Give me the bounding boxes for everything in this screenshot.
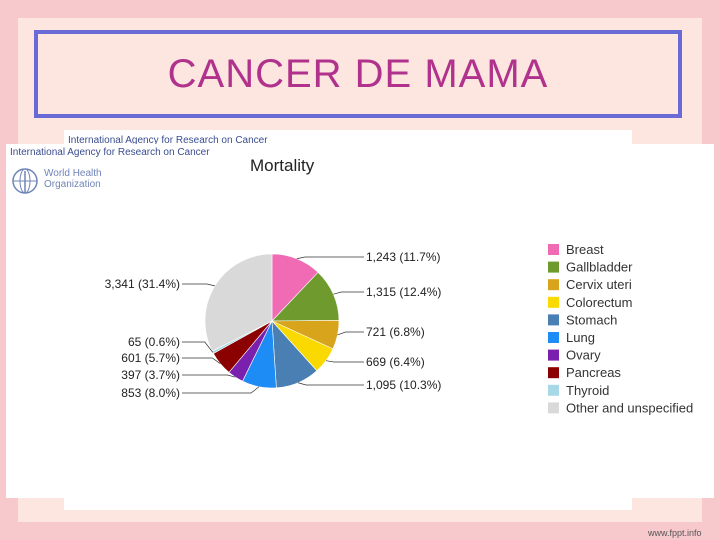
- iarc-header: International Agency for Research on Can…: [10, 147, 210, 158]
- title-box: CANCER DE MAMA: [34, 30, 682, 118]
- legend-label: Colorectum: [566, 295, 632, 310]
- data-label: 1,315 (12.4%): [366, 285, 441, 299]
- legend-swatch: [548, 367, 559, 379]
- legend-swatch: [548, 349, 559, 361]
- data-label: 601 (5.7%): [121, 351, 180, 365]
- legend-swatch: [548, 296, 559, 308]
- data-label: 65 (0.6%): [128, 335, 180, 349]
- data-label: 1,095 (10.3%): [366, 378, 441, 392]
- who-emblem-icon: [12, 168, 38, 194]
- data-label: 853 (8.0%): [121, 386, 180, 400]
- footer-url: www.fppt.info: [648, 528, 702, 538]
- legend-label: Other and unspecified: [566, 400, 693, 415]
- legend-label: Lung: [566, 330, 595, 345]
- who-line-2: Organization: [44, 179, 101, 190]
- legend-label: Cervix uteri: [566, 277, 632, 292]
- data-label: 669 (6.4%): [366, 355, 425, 369]
- legend-swatch: [548, 279, 559, 291]
- legend-swatch: [548, 314, 559, 326]
- data-label: 1,243 (11.7%): [366, 250, 441, 264]
- legend-label: Stomach: [566, 312, 617, 327]
- who-label: World Health Organization: [44, 168, 102, 190]
- leader-line: [333, 291, 364, 295]
- data-label: 397 (3.7%): [121, 368, 180, 382]
- leader-line: [182, 357, 221, 364]
- who-line-1: World Health: [44, 168, 102, 179]
- iarc-header-back: International Agency for Research on Can…: [68, 135, 268, 146]
- leader-line: [182, 374, 236, 378]
- pie-slice-other-and-unspecified: [204, 253, 273, 352]
- legend-label: Pancreas: [566, 365, 621, 380]
- legend-swatch: [548, 402, 559, 414]
- legend-label: Gallbladder: [566, 260, 633, 275]
- legend-swatch: [548, 244, 559, 255]
- legend-label: Thyroid: [566, 383, 609, 398]
- leader-line: [182, 283, 216, 287]
- legend-label: Breast: [566, 242, 604, 257]
- chart-title: Mortality: [250, 156, 315, 175]
- data-label: 3,341 (31.4%): [105, 277, 180, 291]
- slide-title: CANCER DE MAMA: [167, 51, 549, 96]
- legend-label: Ovary: [566, 348, 601, 363]
- leader-line: [297, 382, 364, 386]
- leader-line: [296, 256, 364, 260]
- leader-line: [337, 331, 364, 336]
- leader-line: [182, 386, 260, 394]
- leader-line: [182, 341, 214, 353]
- data-label: 721 (6.8%): [366, 325, 425, 339]
- legend-swatch: [548, 332, 559, 343]
- chart-image: [6, 144, 714, 498]
- leader-line: [325, 360, 364, 363]
- legend-swatch: [548, 384, 559, 396]
- legend-swatch: [548, 261, 559, 273]
